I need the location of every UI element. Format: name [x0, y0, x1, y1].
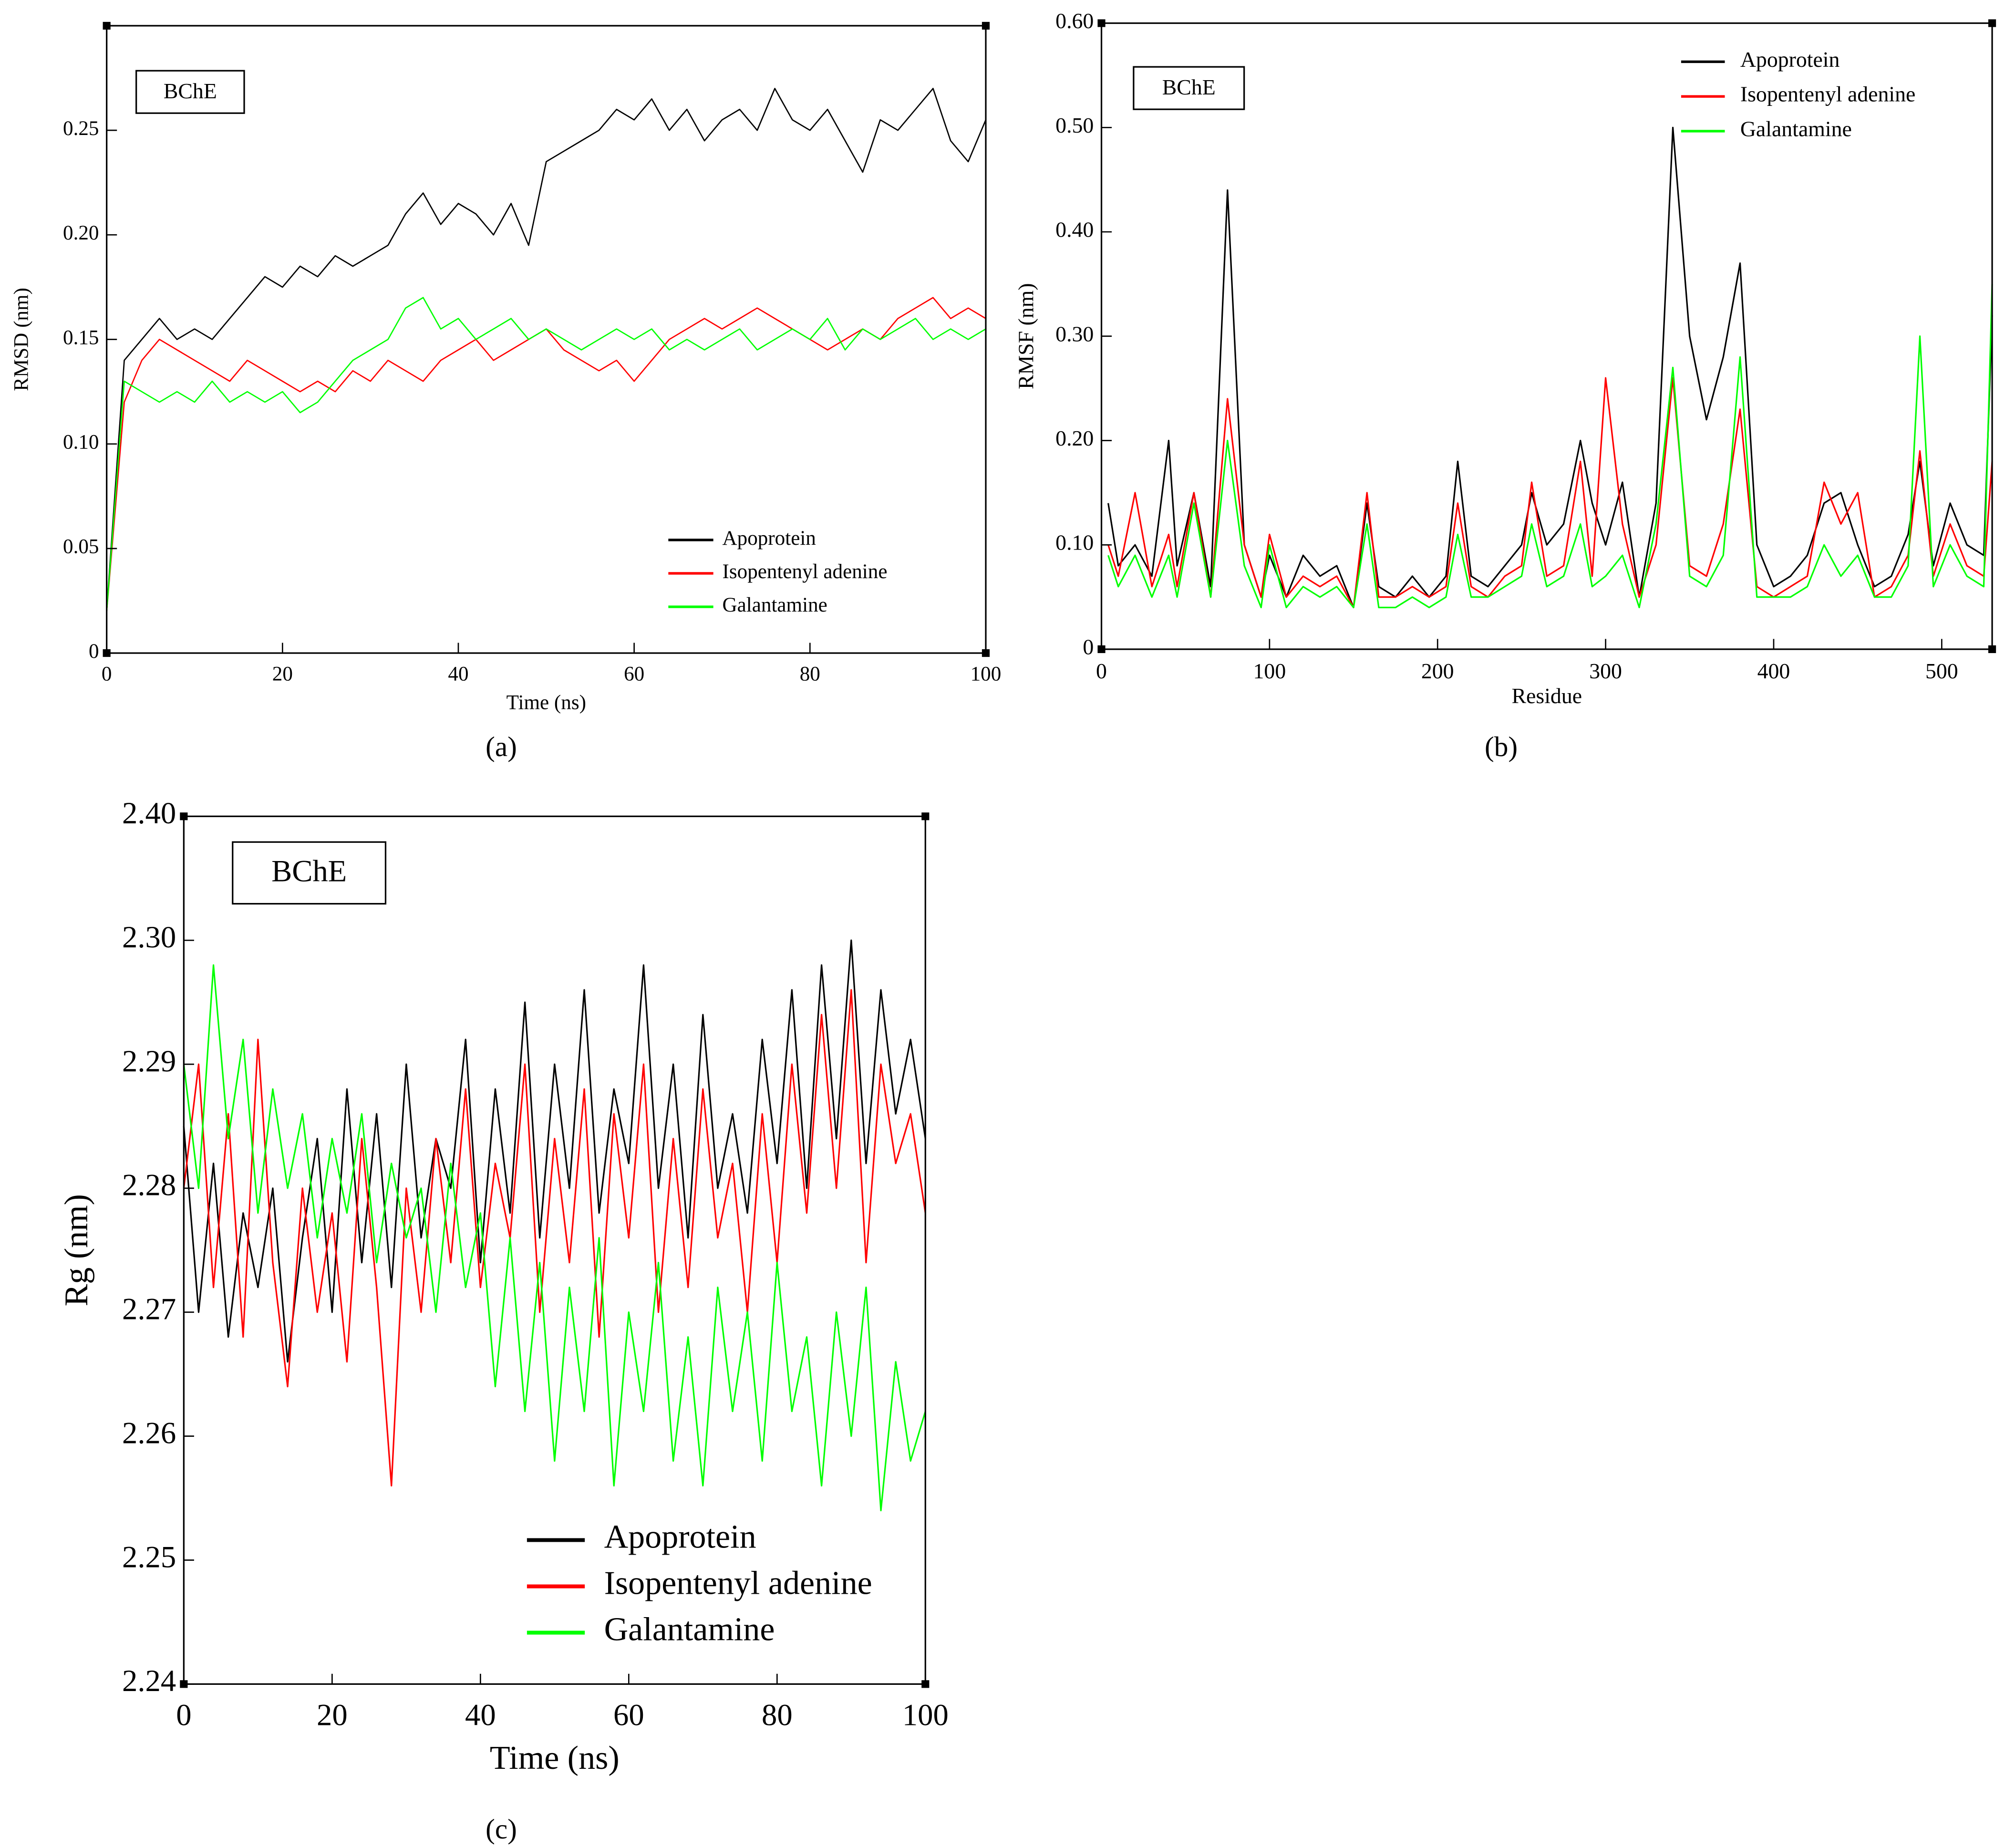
x-axis-label: Time (ns) [490, 1740, 620, 1776]
legend-label: Isopentenyl adenine [1740, 82, 1916, 106]
corner-marker [921, 812, 930, 820]
y-tick-label: 0.10 [1055, 530, 1094, 555]
x-tick-label: 500 [1925, 659, 1958, 683]
y-tick-label: 2.26 [122, 1415, 176, 1450]
x-axis-label: Time (ns) [506, 692, 586, 714]
y-tick-label: 2.29 [122, 1044, 176, 1078]
x-tick-label: 80 [800, 663, 820, 685]
legend-label: Apoprotein [604, 1519, 756, 1556]
y-tick-label: 0 [1083, 634, 1094, 659]
data-line [183, 989, 926, 1487]
corner-marker [1988, 645, 1996, 654]
x-tick-label: 60 [613, 1697, 644, 1732]
y-tick-label: 0.40 [1055, 218, 1094, 242]
x-tick-label: 80 [762, 1697, 793, 1732]
x-tick-label: 400 [1757, 659, 1790, 683]
y-tick-label: 0.25 [63, 117, 99, 140]
x-tick-label: 300 [1589, 659, 1622, 683]
plot-frame [183, 815, 926, 1685]
legend-label: Isopentenyl adenine [723, 561, 888, 583]
y-tick-label: 0.30 [1055, 322, 1094, 346]
panel-label: (a) [486, 731, 517, 762]
legend-label: Apoprotein [1740, 47, 1840, 72]
x-tick-label: 0 [102, 663, 112, 685]
data-line [106, 297, 986, 612]
x-tick-label: 100 [902, 1697, 949, 1732]
y-tick-label: 2.25 [122, 1539, 176, 1574]
y-tick-label: 0.15 [63, 326, 99, 349]
y-tick-label: 2.30 [122, 920, 176, 954]
x-tick-label: 100 [1253, 659, 1286, 683]
y-tick-label: 2.28 [122, 1168, 176, 1202]
y-tick-label: 2.40 [122, 796, 176, 830]
y-tick-label: 0.50 [1055, 113, 1094, 137]
corner-marker [1988, 19, 1996, 27]
x-tick-label: 0 [176, 1697, 191, 1732]
legend-label: Galantamine [723, 594, 827, 616]
x-tick-label: 40 [448, 663, 468, 685]
data-line [1107, 284, 1993, 609]
x-tick-label: 60 [624, 663, 644, 685]
y-tick-label: 0.20 [1055, 426, 1094, 450]
data-line [106, 88, 987, 612]
corner-marker [103, 21, 111, 30]
x-tick-label: 20 [272, 663, 293, 685]
panel-label: (c) [486, 1813, 517, 1845]
y-tick-label: 0.10 [63, 431, 99, 454]
y-axis-label: RMSD (nm) [10, 288, 32, 391]
panel-label: (b) [1485, 731, 1518, 762]
x-tick-label: 200 [1421, 659, 1454, 683]
y-axis-label: Rg (nm) [58, 1194, 95, 1306]
x-tick-label: 100 [971, 663, 1002, 685]
y-tick-label: 0.60 [1055, 9, 1094, 33]
y-tick-label: 0 [89, 640, 99, 663]
x-tick-label: 20 [317, 1697, 348, 1732]
y-tick-label: 2.24 [122, 1663, 176, 1698]
annotation: BChE [271, 853, 347, 888]
annotation-box [1133, 66, 1245, 110]
x-tick-label: 0 [1096, 659, 1107, 683]
y-tick-label: 0.20 [63, 222, 99, 244]
data-line [183, 939, 926, 1363]
corner-marker [982, 21, 990, 30]
annotation: BChE [1162, 75, 1216, 99]
x-tick-label: 40 [465, 1697, 496, 1732]
y-axis-label: RMSF (nm) [1013, 283, 1038, 389]
annotation: BChE [164, 79, 217, 103]
x-axis-label: Residue [1512, 684, 1582, 708]
annotation-box [135, 70, 245, 114]
legend-label: Galantamine [1740, 116, 1852, 141]
annotation-box [232, 841, 387, 905]
y-tick-label: 0.05 [63, 536, 99, 558]
data-line [183, 964, 926, 1512]
data-line [1107, 377, 1993, 609]
legend-label: Isopentenyl adenine [604, 1565, 872, 1602]
legend-label: Galantamine [604, 1611, 775, 1648]
legend-label: Apoprotein [723, 527, 816, 550]
y-tick-label: 2.27 [122, 1292, 176, 1326]
